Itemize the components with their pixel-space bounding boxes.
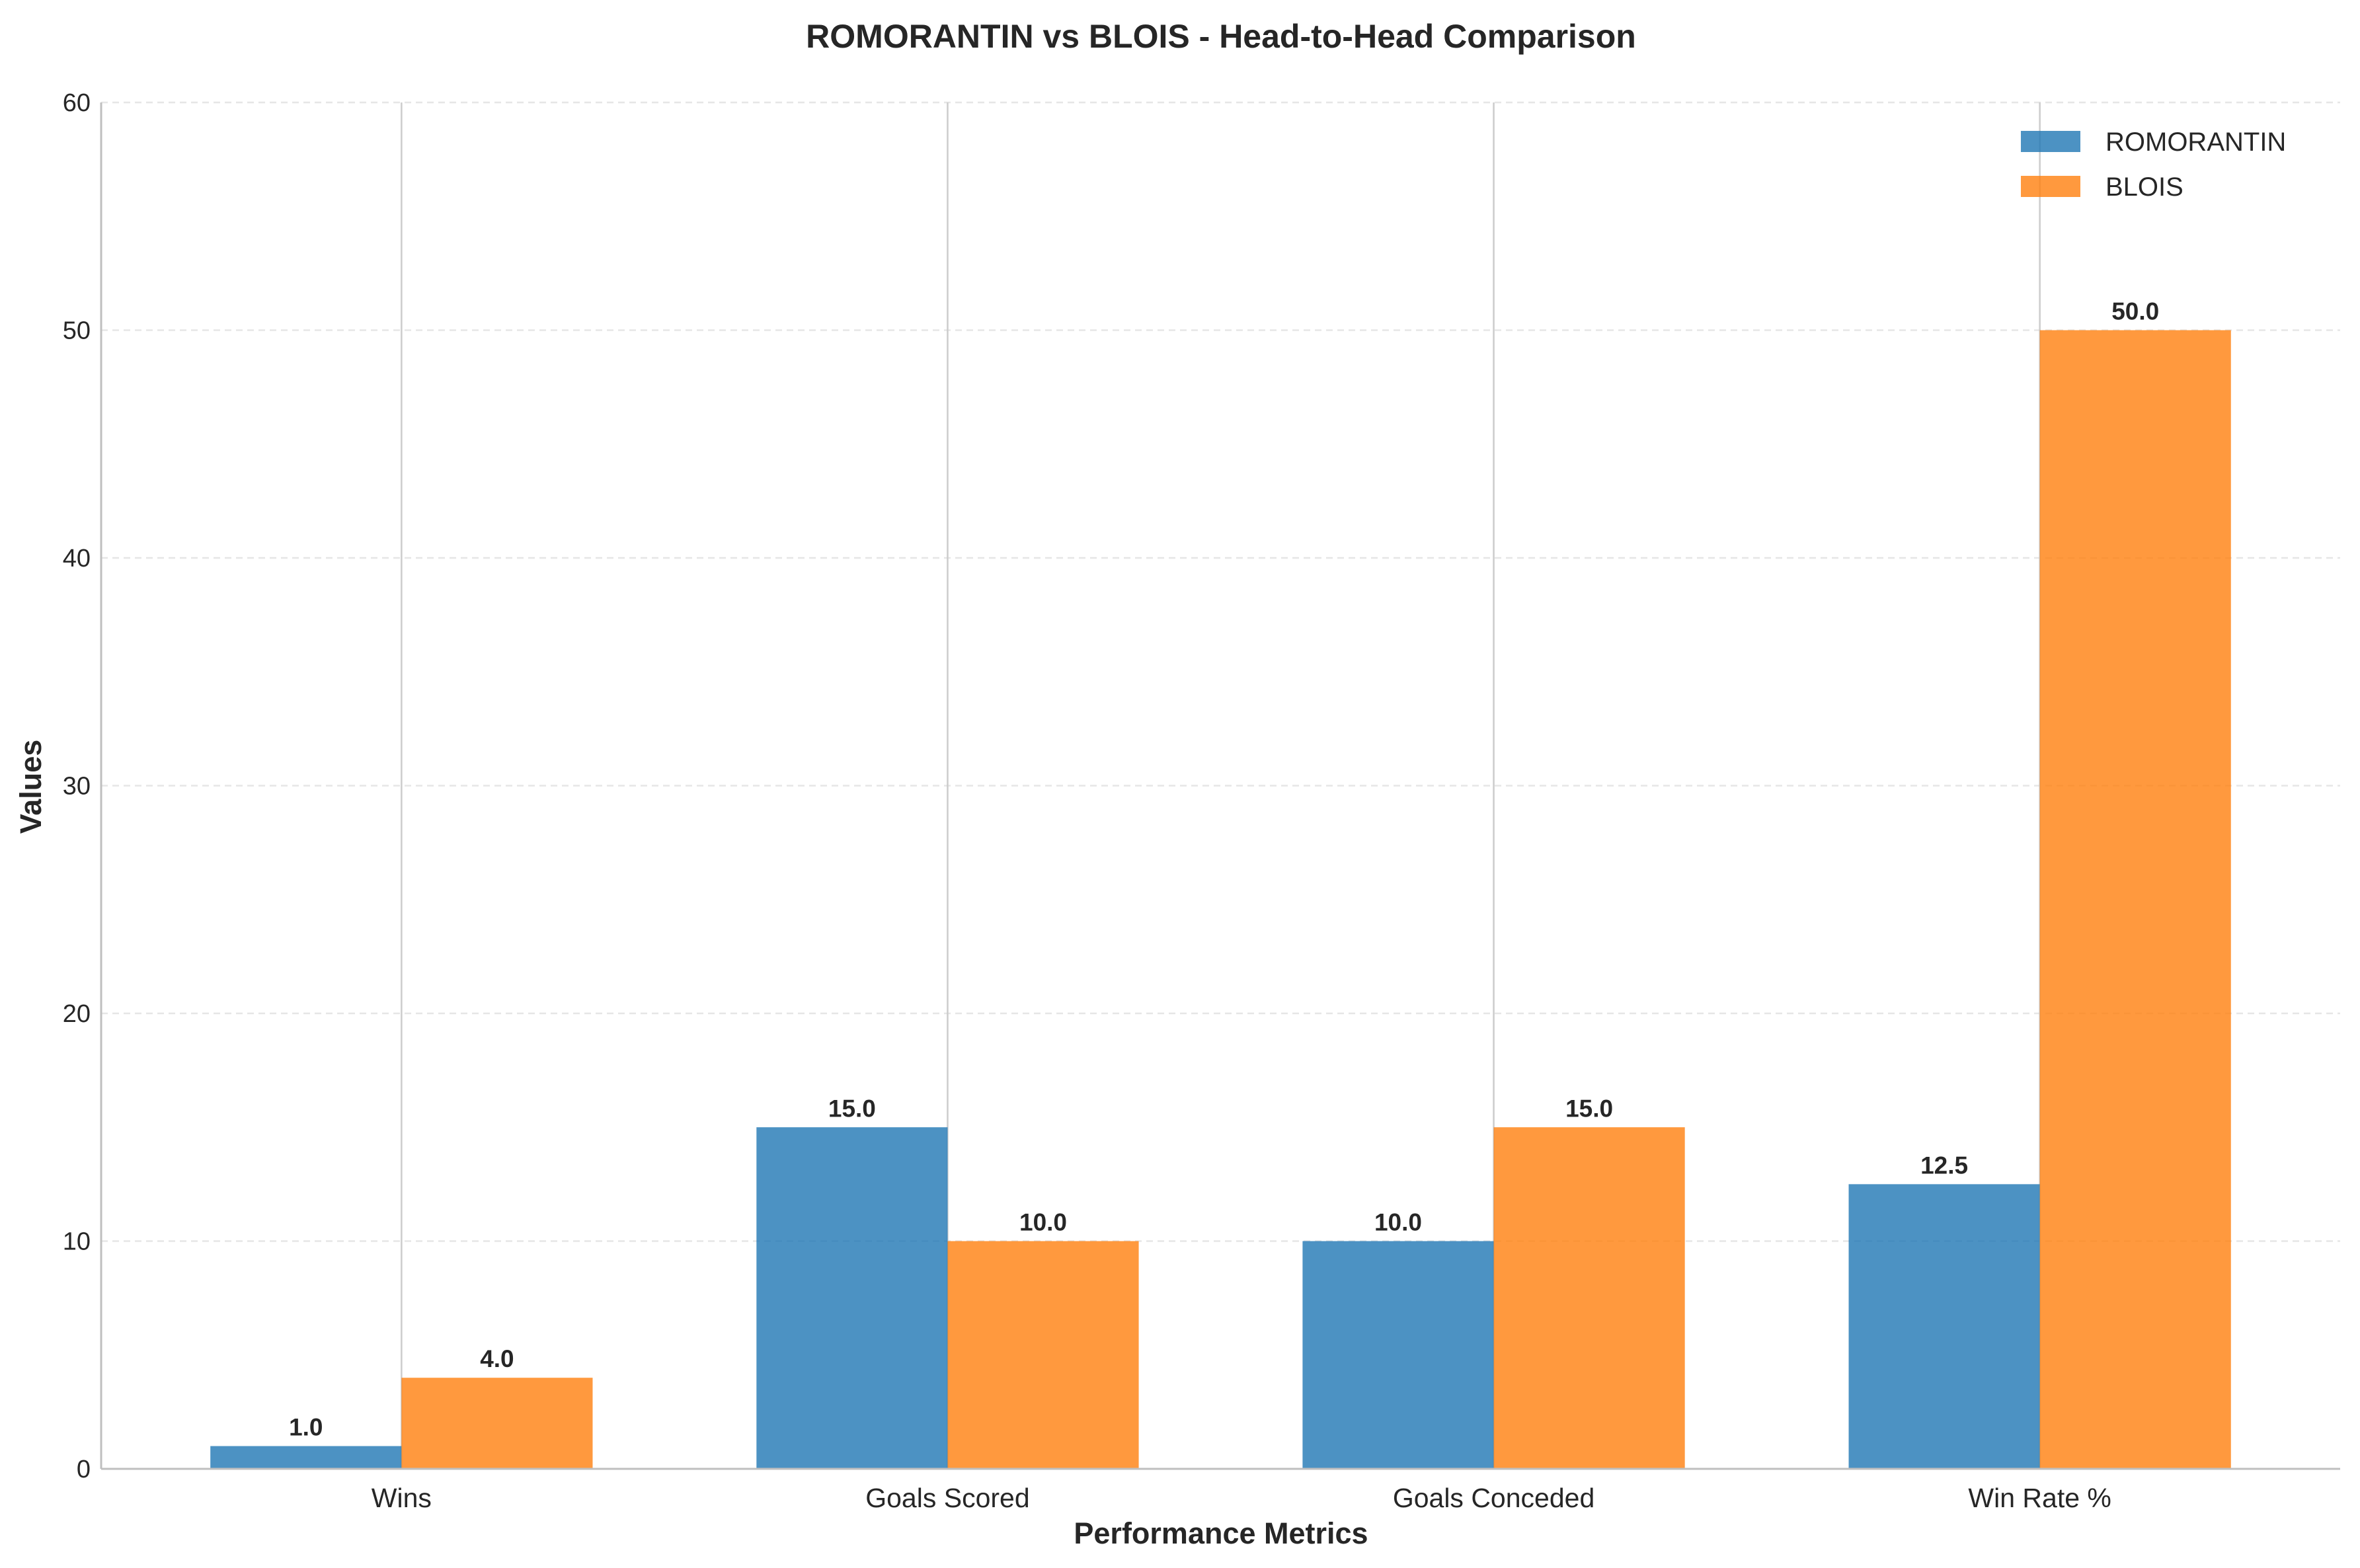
y-tick-label: 0	[77, 1456, 91, 1483]
value-label: 4.0	[480, 1345, 514, 1372]
y-axis-label: Values	[14, 740, 48, 834]
chart-title: ROMORANTIN vs BLOIS - Head-to-Head Compa…	[806, 18, 1636, 55]
value-label: 12.5	[1920, 1152, 1968, 1179]
legend-swatch-romorantin	[2021, 131, 2080, 152]
gridlines	[101, 101, 2340, 1242]
bar-blois-1	[947, 1241, 1139, 1469]
y-tick-label: 60	[63, 89, 91, 117]
value-label: 10.0	[1019, 1209, 1067, 1236]
y-tick-label: 10	[63, 1228, 91, 1256]
y-tick-label: 30	[63, 773, 91, 801]
tick-labels: 0 10 20 30 40 50 60 Wins Goals Scored Goals Conce…	[63, 89, 2111, 1513]
x-tick-label: Win Rate %	[1968, 1483, 2111, 1513]
axes	[100, 102, 2340, 1470]
legend: ROMORANTIN BLOIS	[2021, 128, 2286, 202]
bar-romorantin-3	[1848, 1184, 2040, 1469]
legend-label-romorantin: ROMORANTIN	[2105, 128, 2286, 157]
y-tick-label: 40	[63, 545, 91, 572]
x-tick-label: Wins	[372, 1483, 432, 1513]
legend-swatch-blois	[2021, 176, 2080, 197]
category-gridlines	[401, 102, 2041, 1469]
x-tick-label: Goals Scored	[865, 1483, 1029, 1513]
bar-romorantin-0	[210, 1446, 402, 1469]
value-label: 15.0	[828, 1095, 876, 1122]
x-tick-label: Goals Conceded	[1393, 1483, 1594, 1513]
bars	[210, 330, 2231, 1469]
value-label: 10.0	[1374, 1209, 1422, 1236]
value-label: 1.0	[289, 1414, 323, 1441]
y-tick-label: 50	[63, 317, 91, 345]
value-labels: 1.0 15.0 10.0 12.5 4.0 10.0 15.0 50.0	[289, 298, 2159, 1441]
bar-blois-3	[2039, 330, 2231, 1469]
bar-blois-0	[401, 1378, 593, 1469]
bar-blois-2	[1493, 1127, 1685, 1469]
value-label: 15.0	[1565, 1095, 1613, 1122]
value-label: 50.0	[2111, 298, 2159, 325]
bar-romorantin-2	[1302, 1241, 1494, 1469]
legend-label-blois: BLOIS	[2105, 173, 2183, 202]
x-axis-label: Performance Metrics	[1074, 1516, 1368, 1550]
bar-romorantin-1	[756, 1127, 948, 1469]
y-tick-label: 20	[63, 1000, 91, 1028]
